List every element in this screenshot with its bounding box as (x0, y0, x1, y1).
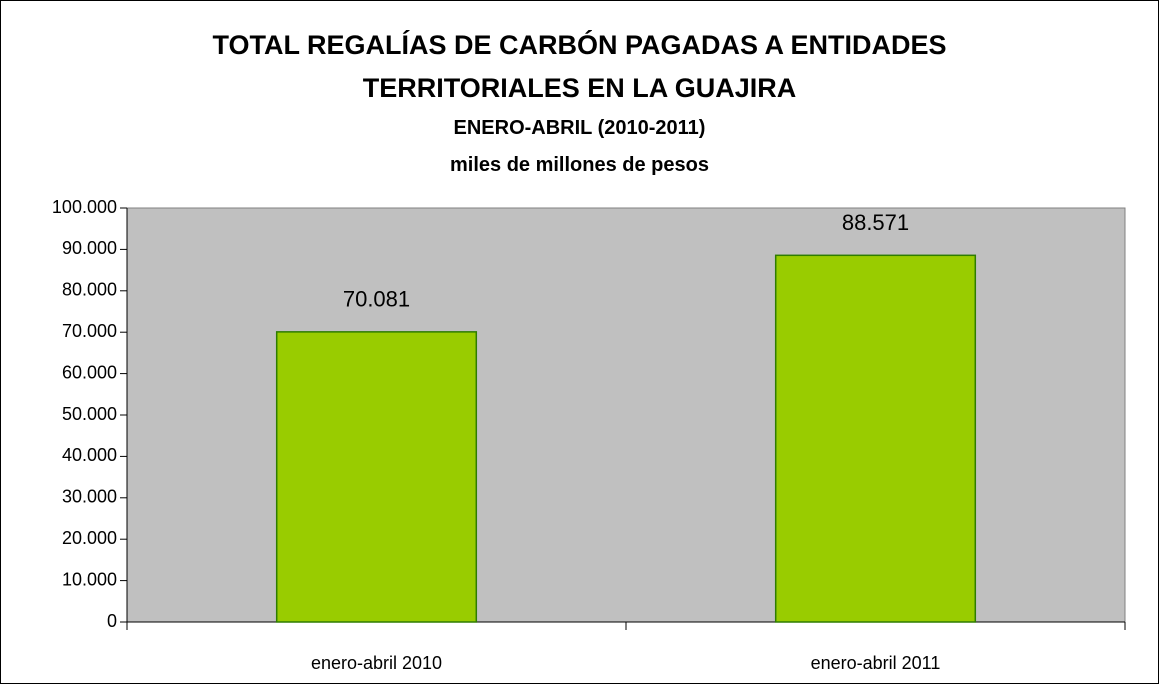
bar (774, 254, 977, 623)
x-tick-label: enero-abril 2010 (311, 653, 442, 673)
y-tick-label: 40.000 (62, 445, 117, 465)
y-tick-label: 20.000 (62, 528, 117, 548)
y-tick-label: 30.000 (62, 487, 117, 507)
y-tick-label: 50.000 (62, 404, 117, 424)
y-tick-label: 90.000 (62, 238, 117, 258)
value-label: 88.571 (842, 210, 909, 235)
title-box: TOTAL REGALÍAS DE CARBÓN PAGADAS A ENTID… (0, 24, 1159, 110)
y-tick-label: 60.000 (62, 362, 117, 382)
y-tick-label: 80.000 (62, 280, 117, 300)
value-label: 70.081 (343, 287, 410, 312)
y-tick-label: 70.000 (62, 321, 117, 341)
chart-title: TOTAL REGALÍAS DE CARBÓN PAGADAS A ENTID… (212, 30, 947, 103)
y-tick-label: 0 (107, 611, 117, 631)
bar (275, 331, 478, 623)
x-tick-label: enero-abril 2011 (811, 653, 941, 673)
y-tick-label: 100.000 (52, 197, 117, 217)
units-note: miles de millones de pesos (450, 154, 709, 176)
chart-subtitle: ENERO-ABRIL (2010-2011) (453, 117, 706, 139)
y-tick-label: 10.000 (62, 569, 117, 589)
